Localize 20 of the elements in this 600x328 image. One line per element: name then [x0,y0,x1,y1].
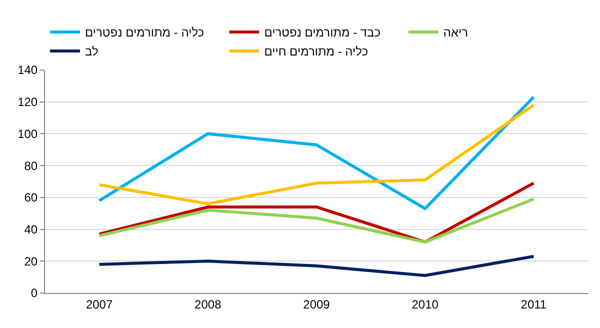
line-series [98,198,536,244]
legend-label: כבד - מתורמים נפטרים [264,26,381,40]
legend-label: כליה - מתורמים חיים [264,44,368,59]
legend-label: כליה - מתורמים נפטרים [85,26,204,40]
legend-label: ריאה [443,26,468,40]
line-series [98,254,536,277]
x-tick-label: 2008 [194,297,222,312]
y-tick-label: 40 [24,222,38,236]
y-tick-label: 80 [24,158,38,173]
y-tick-label: 0 [30,286,38,300]
y-tick-label: 120 [18,95,38,110]
x-tick-label: 2009 [303,297,330,312]
x-tick-label: 2010 [412,297,439,312]
y-tick-label: 140 [18,63,38,78]
y-tick-label: 20 [24,254,38,268]
legend-label: לב [85,44,98,59]
y-tick-label: 60 [24,190,38,205]
x-tick-label: 2011 [520,297,547,312]
y-tick-label: 100 [18,126,38,141]
x-tick-label: 2007 [86,297,113,312]
